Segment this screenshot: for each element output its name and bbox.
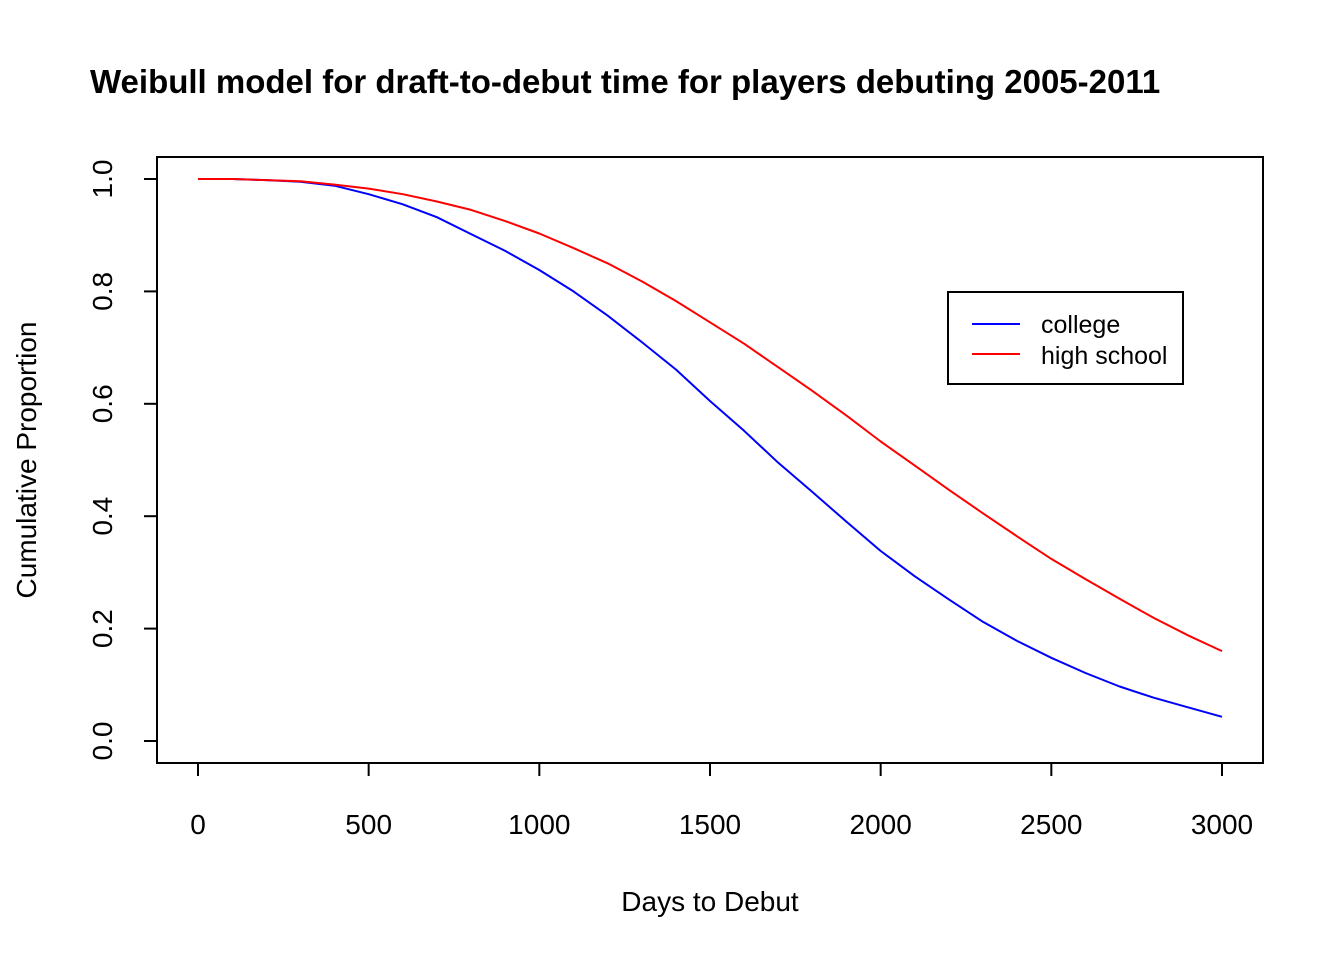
y-tick-label: 0.2 [87,609,118,648]
plot-area-border [156,156,1264,764]
x-tick-label: 3000 [1191,809,1253,840]
y-axis: 0.0 0.2 0.4 0.6 0.8 1.0 [87,160,158,761]
legend-label-college: college [1041,311,1120,339]
series-line-high-school [198,178,1223,653]
y-axis-label: Cumulative Proportion [11,321,42,598]
legend-box [947,291,1184,385]
x-tick-label: 2500 [1020,809,1082,840]
series-line-college [198,178,1223,718]
x-tick-label: 1500 [679,809,741,840]
legend: college high school [947,291,1184,385]
y-tick-label: 0.0 [87,722,118,761]
x-tick-label: 0 [190,809,206,840]
y-tick-label: 0.4 [87,497,118,536]
y-tick-label: 0.6 [87,384,118,423]
chart-title: Weibull model for draft-to-debut time fo… [90,63,1160,100]
legend-label-high-school: high school [1041,342,1167,370]
series-lines [198,178,1223,718]
x-axis: 0 500 1000 1500 2000 2500 3000 [190,762,1253,840]
y-tick-label: 1.0 [87,160,118,199]
x-tick-label: 2000 [850,809,912,840]
y-tick-label: 0.8 [87,272,118,311]
x-tick-label: 500 [345,809,392,840]
x-axis-label: Days to Debut [621,886,799,917]
x-tick-label: 1000 [508,809,570,840]
